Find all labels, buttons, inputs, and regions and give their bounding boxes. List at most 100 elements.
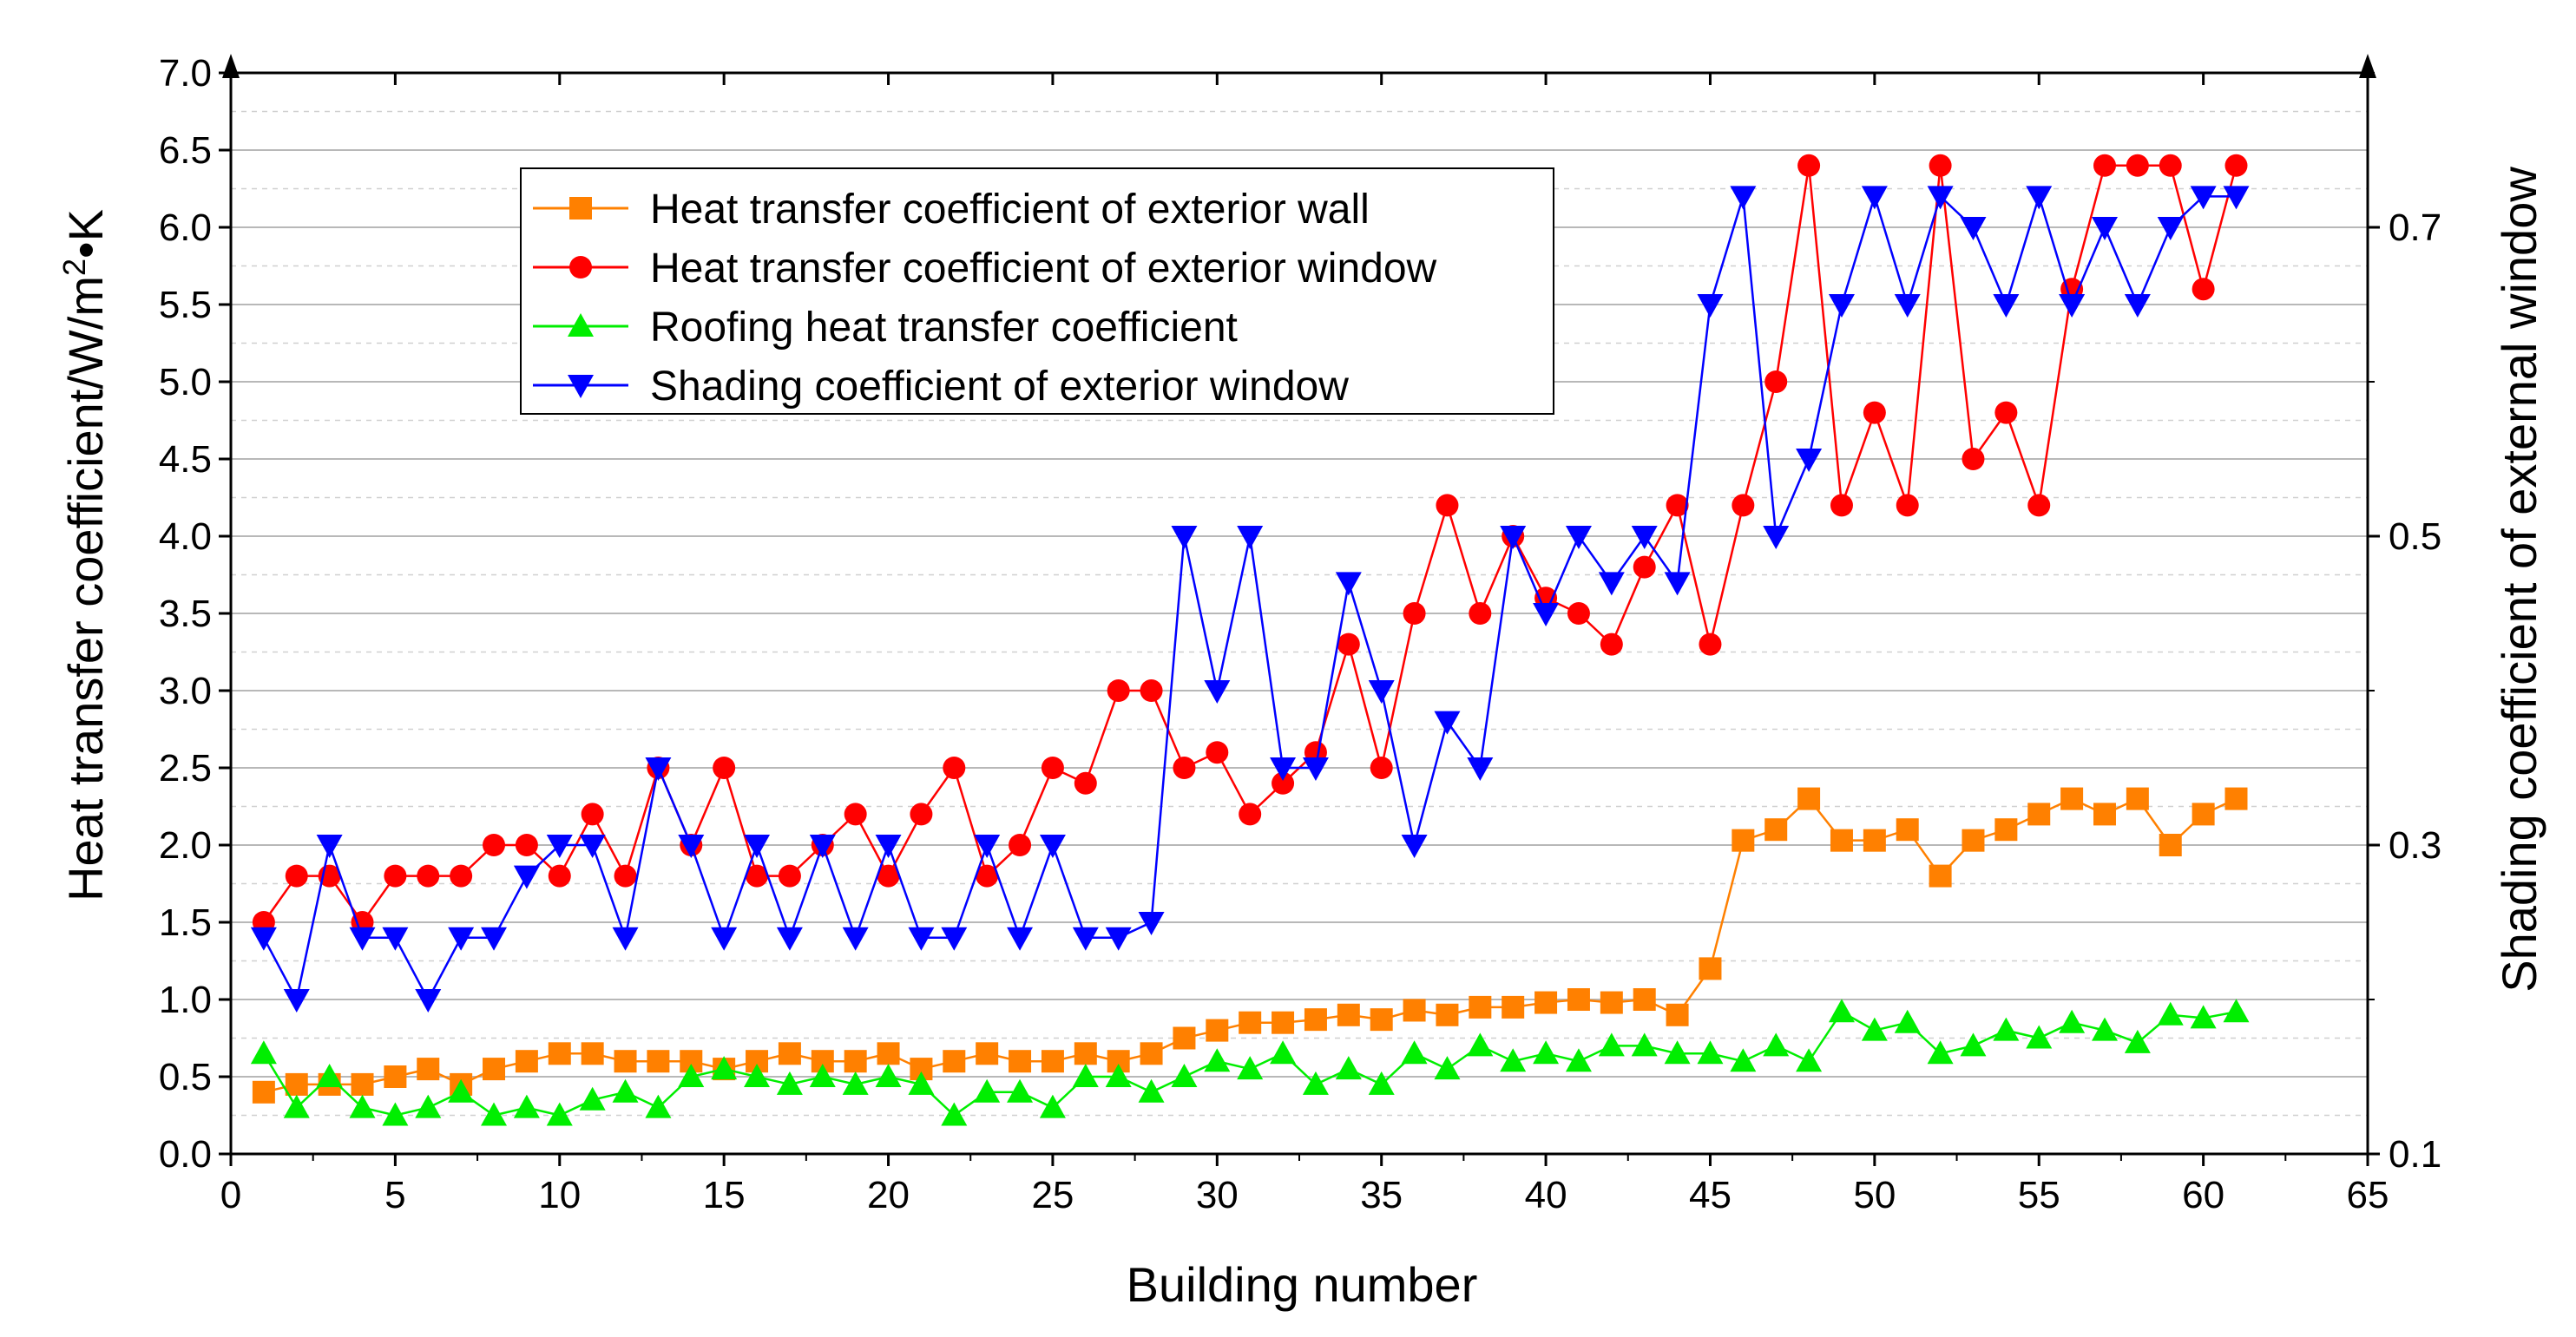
data-point-wall xyxy=(1699,957,1722,980)
data-point-wall xyxy=(1436,1003,1459,1026)
y-tick-label: 4.5 xyxy=(159,438,212,481)
data-point-wall xyxy=(1403,999,1426,1022)
data-point-roof xyxy=(1598,1032,1625,1057)
data-point-wall xyxy=(943,1050,966,1073)
data-point-roof xyxy=(1894,1009,1921,1033)
data-point-shading xyxy=(974,835,1001,858)
data-point-shading xyxy=(1861,186,1888,210)
y-tick-label: 5.0 xyxy=(159,361,212,403)
data-point-wall xyxy=(1863,829,1886,852)
data-point-window xyxy=(1600,632,1623,656)
y-tick-label: 2.0 xyxy=(159,824,212,867)
data-point-shading xyxy=(250,927,277,951)
data-point-window xyxy=(1896,494,1919,517)
legend-marker-roof xyxy=(568,313,594,337)
data-point-wall xyxy=(548,1042,571,1065)
data-point-shading xyxy=(612,927,639,951)
data-point-window xyxy=(1239,803,1262,826)
data-point-shading xyxy=(678,835,705,858)
y-tick-label: 5.5 xyxy=(159,284,212,326)
data-point-window xyxy=(1206,741,1229,764)
y2-axis-title: Shading coefficient of external window xyxy=(2492,167,2546,993)
data-point-window xyxy=(384,864,407,888)
data-point-roof xyxy=(2091,1017,2118,1041)
data-point-roof xyxy=(448,1078,475,1103)
data-point-window xyxy=(877,864,900,888)
x-tick-label: 5 xyxy=(384,1174,405,1216)
data-point-roof xyxy=(908,1071,935,1095)
y-tick-label: 2.5 xyxy=(159,747,212,790)
data-point-wall xyxy=(1732,829,1755,852)
data-point-wall xyxy=(1534,991,1558,1014)
data-point-roof xyxy=(1467,1032,1494,1057)
data-point-wall xyxy=(2126,787,2149,810)
data-point-roof xyxy=(1565,1048,1592,1072)
data-point-window xyxy=(910,803,933,826)
data-point-shading xyxy=(1598,572,1625,596)
data-point-roof xyxy=(1664,1040,1691,1065)
data-point-roof xyxy=(1401,1040,1428,1065)
data-point-roof xyxy=(1335,1056,1362,1080)
data-point-roof xyxy=(1500,1048,1527,1072)
legend-label-wall: Heat transfer coefficient of exterior wa… xyxy=(650,187,1370,233)
y-tick-label: 6.0 xyxy=(159,206,212,249)
data-point-wall xyxy=(1567,988,1590,1011)
data-point-shading xyxy=(1796,449,1823,472)
tick-labels: 0 5 10 15 20 25 30 35 40 45 50 55 60 65 0.0 0.5 1.0 1.5 2.… xyxy=(159,52,2441,1216)
data-point-shading xyxy=(2059,294,2086,318)
data-point-shading xyxy=(1434,711,1461,735)
data-point-window xyxy=(1107,679,1130,702)
data-point-shading xyxy=(1368,680,1395,704)
data-point-roof xyxy=(1237,1056,1264,1080)
data-point-shading xyxy=(1763,526,1790,549)
data-point-window xyxy=(1469,602,1492,625)
data-point-shading xyxy=(2190,186,2217,210)
data-point-window xyxy=(976,864,999,888)
y-tick-label: 0.5 xyxy=(159,1056,212,1098)
data-point-wall xyxy=(1239,1011,1262,1034)
data-point-window xyxy=(943,757,966,779)
data-point-wall xyxy=(1962,829,1985,852)
data-point-roof xyxy=(645,1094,672,1118)
data-point-roof xyxy=(711,1056,738,1080)
data-point-wall xyxy=(1173,1026,1196,1050)
series-window xyxy=(252,154,2248,934)
data-point-window xyxy=(1929,154,1952,177)
data-point-roof xyxy=(1960,1032,1987,1057)
x-tick-label: 50 xyxy=(1853,1174,1896,1216)
data-point-wall xyxy=(1502,995,1525,1019)
data-point-roof xyxy=(1927,1040,1954,1065)
data-point-wall xyxy=(2093,803,2116,826)
data-point-wall xyxy=(2224,787,2248,810)
data-point-shading xyxy=(941,927,968,951)
x-tick-label: 35 xyxy=(1360,1174,1403,1216)
data-point-roof xyxy=(1993,1017,2020,1041)
data-point-shading xyxy=(448,927,475,951)
data-point-window xyxy=(1797,154,1821,177)
data-point-roof xyxy=(1763,1032,1790,1057)
data-point-window xyxy=(450,864,473,888)
data-point-roof xyxy=(1368,1071,1395,1095)
data-point-shading xyxy=(2026,186,2053,210)
data-point-window xyxy=(1370,757,1393,779)
data-point-roof xyxy=(809,1064,836,1087)
data-point-shading xyxy=(776,927,803,951)
data-point-window xyxy=(2192,278,2215,301)
data-point-roof xyxy=(382,1102,409,1126)
x-tick-label: 45 xyxy=(1689,1174,1732,1216)
data-point-roof xyxy=(2223,999,2250,1023)
data-point-roof xyxy=(250,1040,277,1065)
data-point-wall xyxy=(1009,1050,1032,1073)
data-point-window xyxy=(1633,555,1656,579)
data-point-shading xyxy=(1105,927,1132,951)
data-point-roof xyxy=(1007,1078,1034,1103)
y-tick-label: 3.5 xyxy=(159,593,212,635)
data-point-wall xyxy=(1896,818,1919,842)
data-point-shading xyxy=(711,927,738,951)
data-point-wall xyxy=(1666,1003,1689,1026)
data-point-shading xyxy=(349,927,376,951)
data-point-window xyxy=(1962,448,1985,470)
data-point-roof xyxy=(1039,1094,1066,1118)
data-point-window xyxy=(1567,602,1590,625)
legend-marker-window xyxy=(569,256,592,279)
